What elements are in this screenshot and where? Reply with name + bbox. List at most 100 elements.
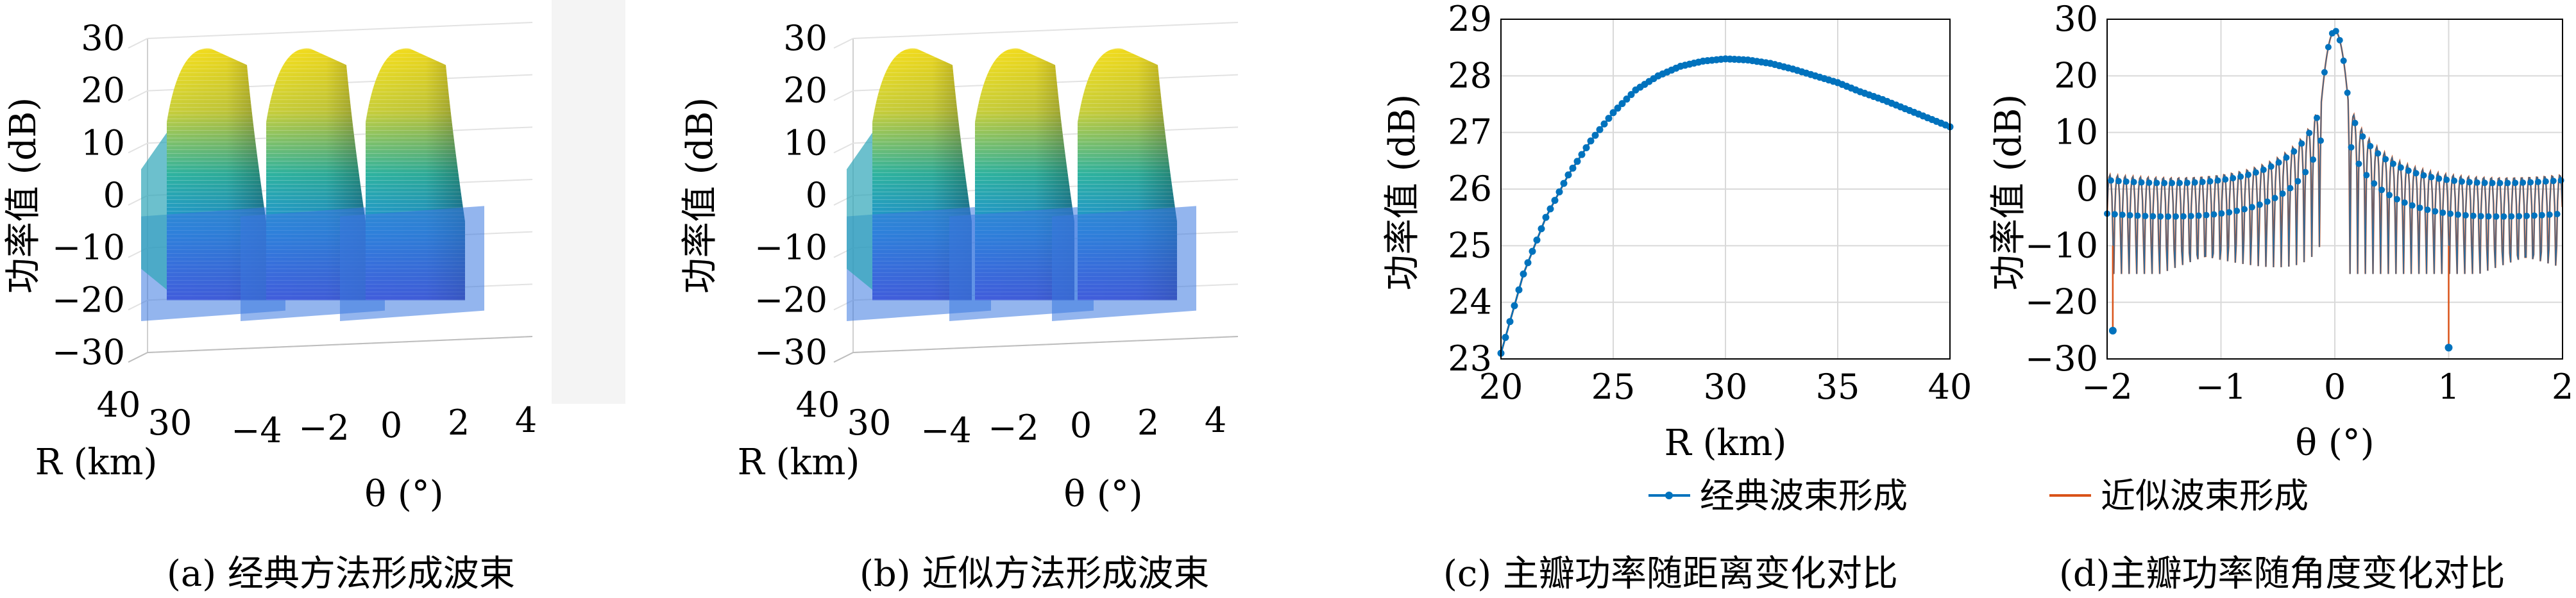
chart-d-ytick-label: 20	[2054, 55, 2098, 96]
chart-c-point	[1569, 164, 1577, 172]
chart-d-point	[2214, 177, 2221, 184]
legend-item-classic: 经典波束形成	[1648, 476, 1908, 516]
chart-c-grid	[1500, 19, 1951, 360]
chart-d-point	[2180, 213, 2187, 220]
chart-d-point	[2436, 175, 2443, 182]
panel-a-background-strip	[552, 0, 625, 404]
chart-d-xlabel: θ (°)	[2295, 422, 2374, 464]
chart-d-point	[2191, 179, 2198, 186]
chart-c-point	[1618, 100, 1626, 108]
chart-d-point	[2340, 57, 2347, 64]
chart-d-point	[2291, 148, 2298, 155]
caption-d: (d)主瓣功率随角度变化对比	[2059, 553, 2505, 595]
surface-ztick-label: 20	[81, 71, 125, 111]
chart-c-point	[1596, 126, 1604, 133]
chart-d-xtick-label: 1	[2437, 367, 2459, 407]
surface-ztick-label: 30	[783, 18, 827, 58]
chart-d-point	[2432, 208, 2439, 215]
chart-c-point	[1546, 205, 1554, 213]
surface-a-ylabel: R (km)	[35, 442, 158, 483]
chart-c-ytick-label: 24	[1448, 282, 1492, 322]
chart-c-xtick-label: 30	[1704, 367, 1748, 407]
surface-zgrid	[833, 38, 854, 49]
surface-ytick-label: 30	[847, 403, 892, 443]
chart-d-point	[2306, 129, 2313, 137]
surface-zgrid	[833, 142, 854, 154]
chart-d-point	[2534, 178, 2541, 185]
surface-ytick-label: 40	[97, 385, 141, 425]
chart-d-point	[2138, 179, 2145, 186]
chart-d-point	[2542, 178, 2549, 185]
chart-c-point	[1627, 90, 1635, 98]
chart-d-point	[2386, 192, 2393, 199]
chart-c-point	[1555, 188, 1563, 195]
legend-marker-classic	[1665, 492, 1673, 499]
chart-d-point	[2485, 213, 2492, 220]
chart-d-point	[2241, 206, 2248, 213]
chart-d-point	[2538, 212, 2545, 219]
surface-zgrid	[128, 38, 148, 49]
chart-d-point	[2516, 213, 2523, 220]
chart-d-point	[2287, 185, 2294, 192]
chart-d-point	[2161, 179, 2168, 187]
chart-d-point	[2226, 209, 2233, 216]
chart-d-point	[2169, 179, 2176, 187]
chart-d-point	[2233, 208, 2241, 215]
chart-d-xtick-label: −2	[2081, 367, 2133, 407]
chart-c-xlabel: R (km)	[1665, 422, 1787, 464]
chart-d-point	[2363, 172, 2370, 179]
chart-d-point	[2317, 137, 2324, 144]
chart-c-point	[1542, 213, 1550, 221]
surface-floor-edge	[128, 352, 148, 363]
chart-d-series	[2104, 28, 2564, 352]
chart-c-xtick-label: 35	[1816, 367, 1860, 407]
chart-d-ytick-label: −10	[2025, 225, 2098, 265]
chart-d-point	[2447, 210, 2454, 217]
chart-d-point	[2302, 169, 2309, 176]
chart-d-point	[2523, 212, 2530, 219]
chart-d-point	[2248, 204, 2255, 211]
chart-d-point	[2123, 178, 2130, 185]
chart-d-ylabel: 功率值 (dB)	[1988, 94, 2029, 291]
chart-d-grid	[2106, 19, 2563, 360]
legend-label-approx: 近似波束形成	[2101, 476, 2309, 516]
surface-xtick-label: −2	[298, 408, 350, 448]
surface-ztick-label: −20	[52, 279, 125, 320]
chart-d-point	[2420, 172, 2427, 179]
chart-d-point	[2550, 178, 2557, 185]
legend-label-classic: 经典波束形成	[1700, 476, 1908, 516]
chart-d-point	[2462, 212, 2469, 219]
chart-c-ytick-label: 23	[1448, 338, 1492, 379]
chart-d-ytick-label: −30	[2025, 338, 2098, 379]
chart-c-point	[1506, 318, 1514, 326]
surface-ztick-label: −20	[754, 279, 827, 320]
chart-d-point	[2530, 212, 2538, 219]
chart-d-point	[2279, 190, 2286, 197]
chart-c-point	[1582, 144, 1590, 152]
surface-ytick-label: 40	[796, 385, 840, 425]
chart-d-point	[2424, 206, 2431, 213]
chart-c-xtick-label: 25	[1591, 367, 1636, 407]
chart-d-point	[2107, 177, 2114, 184]
chart-d-point	[2294, 178, 2301, 185]
chart-d-point	[2473, 179, 2480, 186]
surface-ztick-label: 0	[806, 175, 827, 215]
chart-d-point	[2321, 69, 2328, 76]
chart-d-ytick-label: 10	[2054, 112, 2098, 153]
chart-d-point	[2252, 169, 2259, 176]
chart-d-point	[2271, 194, 2278, 201]
chart-c-point	[1529, 247, 1536, 255]
chart-d-ytick-label: 30	[2054, 0, 2098, 39]
chart-d-point	[2451, 178, 2458, 185]
chart-d-point	[2165, 213, 2172, 220]
surface-zgrid	[852, 22, 1239, 39]
surface-zgrid	[128, 142, 148, 154]
chart-d-point	[2504, 179, 2511, 187]
chart-d-point	[2336, 37, 2343, 44]
chart-d-point	[2470, 212, 2477, 219]
chart-d-point	[2428, 174, 2435, 181]
surface-floor-edge	[852, 336, 1239, 353]
